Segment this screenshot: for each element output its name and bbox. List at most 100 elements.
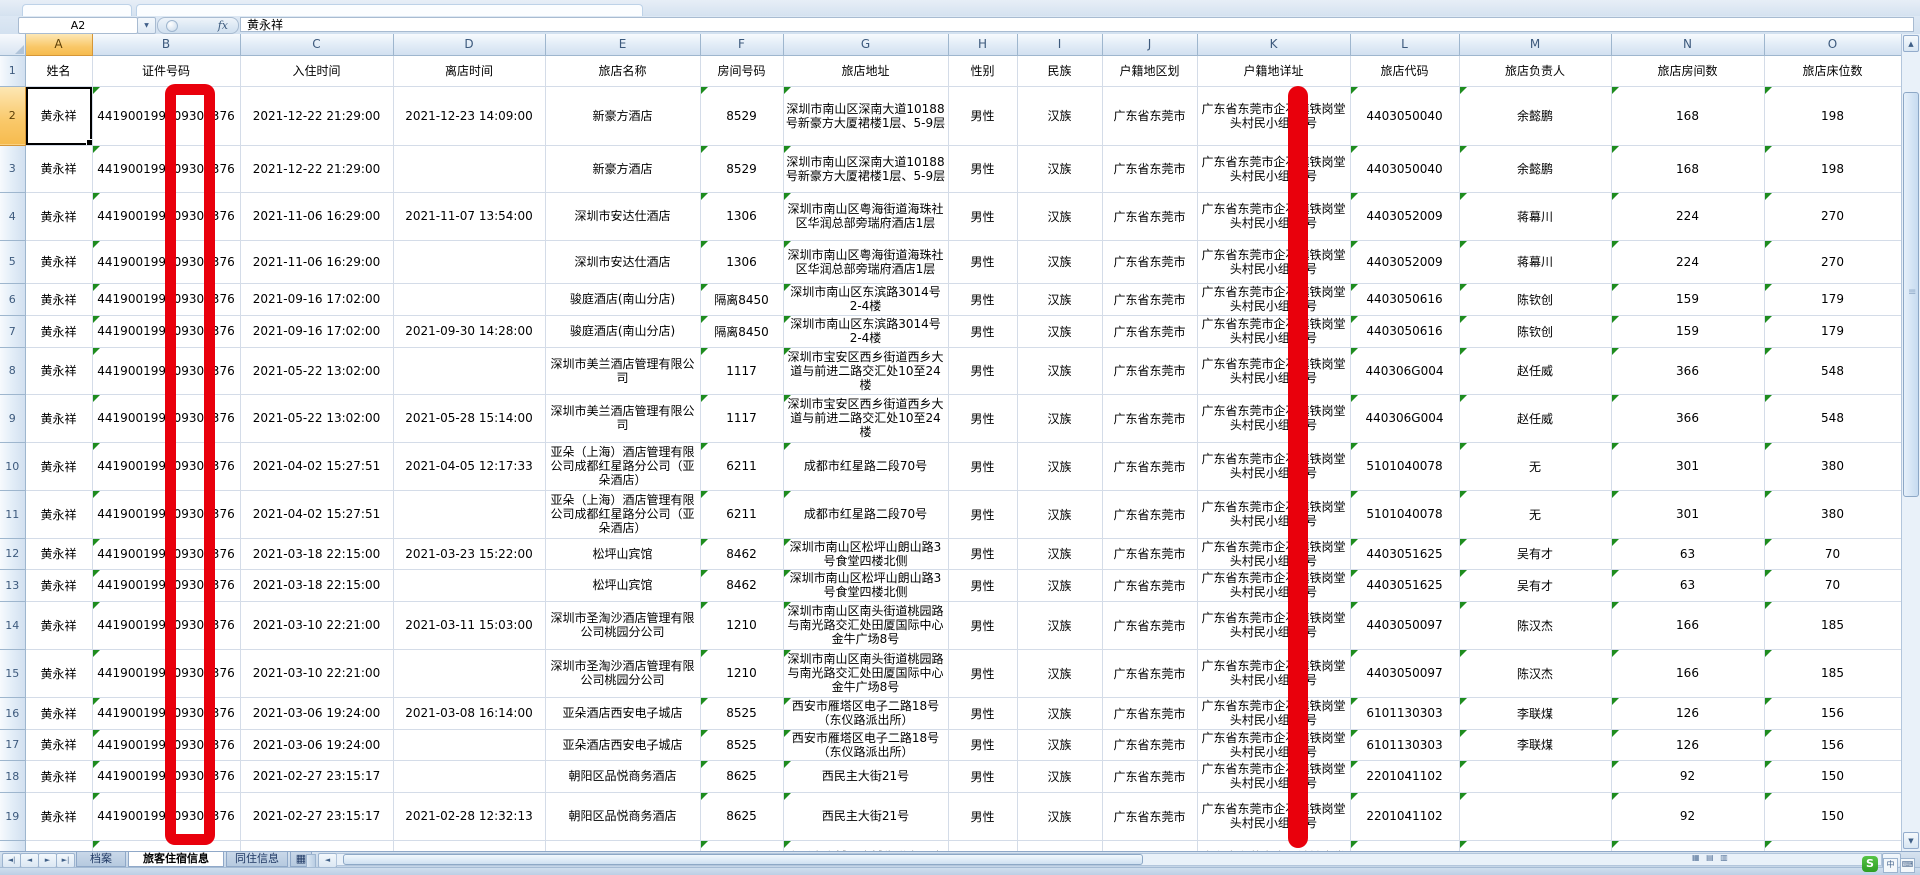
cell-O14[interactable]: 185 bbox=[1764, 601, 1901, 650]
cell-A11[interactable]: 黄永祥 bbox=[25, 490, 93, 539]
cell-I6[interactable]: 汉族 bbox=[1017, 283, 1103, 316]
cell-H7[interactable]: 男性 bbox=[948, 315, 1018, 348]
cell-K14[interactable]: 广东省东莞市企石镇铁岗堂头村民小组10号 bbox=[1197, 601, 1351, 650]
cell-I10[interactable]: 汉族 bbox=[1017, 442, 1103, 491]
cell-B20[interactable]: 441900199009300376 bbox=[92, 840, 241, 851]
cell-O3[interactable]: 198 bbox=[1764, 145, 1901, 193]
cell-I13[interactable]: 汉族 bbox=[1017, 569, 1103, 602]
cell-K15[interactable]: 广东省东莞市企石镇铁岗堂头村民小组10号 bbox=[1197, 649, 1351, 698]
row-header-3[interactable]: 3 bbox=[0, 145, 26, 193]
cell-J16[interactable]: 广东省东莞市 bbox=[1102, 697, 1198, 730]
cell-A3[interactable]: 黄永祥 bbox=[25, 145, 93, 193]
cell-K18[interactable]: 广东省东莞市企石镇铁岗堂头村民小组10号 bbox=[1197, 760, 1351, 793]
cell-A14[interactable]: 黄永祥 bbox=[25, 601, 93, 650]
cell-E16[interactable]: 亚朵酒店西安电子城店 bbox=[545, 697, 701, 730]
cell-I18[interactable]: 汉族 bbox=[1017, 760, 1103, 793]
cell-M17[interactable]: 李联煤 bbox=[1459, 729, 1612, 761]
cell-E3[interactable]: 新豪方酒店 bbox=[545, 145, 701, 193]
cell-G17[interactable]: 西安市雁塔区电子二路18号（东仪路派出所） bbox=[783, 729, 949, 761]
cell-H9[interactable]: 男性 bbox=[948, 394, 1018, 443]
cell-N11[interactable]: 301 bbox=[1611, 490, 1765, 539]
cell-L16[interactable]: 6101130303 bbox=[1350, 697, 1460, 730]
cell-F13[interactable]: 8462 bbox=[700, 569, 784, 602]
cell-J10[interactable]: 广东省东莞市 bbox=[1102, 442, 1198, 491]
cell-O9[interactable]: 548 bbox=[1764, 394, 1901, 443]
column-header-H[interactable]: H bbox=[948, 34, 1018, 56]
cell-K7[interactable]: 广东省东莞市企石镇铁岗堂头村民小组10号 bbox=[1197, 315, 1351, 348]
cell-O11[interactable]: 380 bbox=[1764, 490, 1901, 539]
cell-J11[interactable]: 广东省东莞市 bbox=[1102, 490, 1198, 539]
cell-L9[interactable]: 440306G004 bbox=[1350, 394, 1460, 443]
cell-L18[interactable]: 2201041102 bbox=[1350, 760, 1460, 793]
cell-M19[interactable] bbox=[1459, 792, 1612, 841]
cell-N9[interactable]: 366 bbox=[1611, 394, 1765, 443]
cell-I19[interactable]: 汉族 bbox=[1017, 792, 1103, 841]
cell-F6[interactable]: 隔离8450 bbox=[700, 283, 784, 316]
row-header-16[interactable]: 16 bbox=[0, 697, 26, 730]
cell-D8[interactable] bbox=[393, 347, 546, 395]
cell-M14[interactable]: 陈汉杰 bbox=[1459, 601, 1612, 650]
cell-H16[interactable]: 男性 bbox=[948, 697, 1018, 730]
column-header-M[interactable]: M bbox=[1459, 34, 1612, 56]
cell-G9[interactable]: 深圳市宝安区西乡街道西乡大道与前进二路交汇处10至24楼 bbox=[783, 394, 949, 443]
cell-N5[interactable]: 224 bbox=[1611, 240, 1765, 284]
cell-D17[interactable] bbox=[393, 729, 546, 761]
cell-F9[interactable]: 1117 bbox=[700, 394, 784, 443]
cell-F8[interactable]: 1117 bbox=[700, 347, 784, 395]
cell-G18[interactable]: 西民主大街21号 bbox=[783, 760, 949, 793]
horizontal-scroll-thumb[interactable] bbox=[343, 854, 1143, 865]
cell-K3[interactable]: 广东省东莞市企石镇铁岗堂头村民小组10号 bbox=[1197, 145, 1351, 193]
cell-I16[interactable]: 汉族 bbox=[1017, 697, 1103, 730]
cell-A13[interactable]: 黄永祥 bbox=[25, 569, 93, 602]
cell-K6[interactable]: 广东省东莞市企石镇铁岗堂头村民小组10号 bbox=[1197, 283, 1351, 316]
cell-K9[interactable]: 广东省东莞市企石镇铁岗堂头村民小组10号 bbox=[1197, 394, 1351, 443]
cell-K11[interactable]: 广东省东莞市企石镇铁岗堂头村民小组10号 bbox=[1197, 490, 1351, 539]
cell-D20[interactable] bbox=[393, 840, 546, 851]
cell-A8[interactable]: 黄永祥 bbox=[25, 347, 93, 395]
cell-L8[interactable]: 440306G004 bbox=[1350, 347, 1460, 395]
cell-K20[interactable]: 广东省东莞市企石镇铁岗堂头村民小组10号 bbox=[1197, 840, 1351, 851]
row-header-4[interactable]: 4 bbox=[0, 192, 26, 241]
cell-E5[interactable]: 深圳市安达仕酒店 bbox=[545, 240, 701, 284]
cell-G11[interactable]: 成都市红星路二段70号 bbox=[783, 490, 949, 539]
column-header-E[interactable]: E bbox=[545, 34, 701, 56]
tab-nav-2[interactable]: ► bbox=[38, 853, 57, 868]
cell-D19[interactable]: 2021-02-28 12:32:13 bbox=[393, 792, 546, 841]
cell-O10[interactable]: 380 bbox=[1764, 442, 1901, 491]
cell-J18[interactable]: 广东省东莞市 bbox=[1102, 760, 1198, 793]
cell-F20[interactable]: 1105 bbox=[700, 840, 784, 851]
cell-N18[interactable]: 92 bbox=[1611, 760, 1765, 793]
cell-I20[interactable]: 汉族 bbox=[1017, 840, 1103, 851]
cell-F17[interactable]: 8525 bbox=[700, 729, 784, 761]
cell-D12[interactable]: 2021-03-23 15:22:00 bbox=[393, 538, 546, 570]
cell-M9[interactable]: 赵任威 bbox=[1459, 394, 1612, 443]
cell-I14[interactable]: 汉族 bbox=[1017, 601, 1103, 650]
ime-language-icon[interactable]: 中 bbox=[1883, 858, 1898, 873]
cell-G2[interactable]: 深圳市南山区深南大道10188号新豪方大厦裙楼1层、5-9层 bbox=[783, 86, 949, 146]
cell-G5[interactable]: 深圳市南山区粤海街道海珠社区华润总部旁瑞府酒店1层 bbox=[783, 240, 949, 284]
row-header-13[interactable]: 13 bbox=[0, 569, 26, 602]
cell-C5[interactable]: 2021-11-06 16:29:00 bbox=[240, 240, 394, 284]
cell-C10[interactable]: 2021-04-02 15:27:51 bbox=[240, 442, 394, 491]
cell-A16[interactable]: 黄永祥 bbox=[25, 697, 93, 730]
cell-M16[interactable]: 李联煤 bbox=[1459, 697, 1612, 730]
cell-H20[interactable]: 男性 bbox=[948, 840, 1018, 851]
cell-A12[interactable]: 黄永祥 bbox=[25, 538, 93, 570]
cell-C16[interactable]: 2021-03-06 19:24:00 bbox=[240, 697, 394, 730]
cell-I15[interactable]: 汉族 bbox=[1017, 649, 1103, 698]
cell-F15[interactable]: 1210 bbox=[700, 649, 784, 698]
cell-E12[interactable]: 松坪山宾馆 bbox=[545, 538, 701, 570]
cell-I9[interactable]: 汉族 bbox=[1017, 394, 1103, 443]
cell-E9[interactable]: 深圳市美兰酒店管理有限公司 bbox=[545, 394, 701, 443]
keyboard-icon[interactable]: ⌨ bbox=[1900, 858, 1915, 873]
cell-I8[interactable]: 汉族 bbox=[1017, 347, 1103, 395]
cell-O19[interactable]: 150 bbox=[1764, 792, 1901, 841]
cell-M4[interactable]: 蒋幕川 bbox=[1459, 192, 1612, 241]
cell-E10[interactable]: 亚朵（上海）酒店管理有限公司成都红星路分公司（亚朵酒店） bbox=[545, 442, 701, 491]
cell-H19[interactable]: 男性 bbox=[948, 792, 1018, 841]
cell-J8[interactable]: 广东省东莞市 bbox=[1102, 347, 1198, 395]
cell-L11[interactable]: 5101040078 bbox=[1350, 490, 1460, 539]
cell-M2[interactable]: 余懿鹏 bbox=[1459, 86, 1612, 146]
cell-D6[interactable] bbox=[393, 283, 546, 316]
cell-O2[interactable]: 198 bbox=[1764, 86, 1901, 146]
